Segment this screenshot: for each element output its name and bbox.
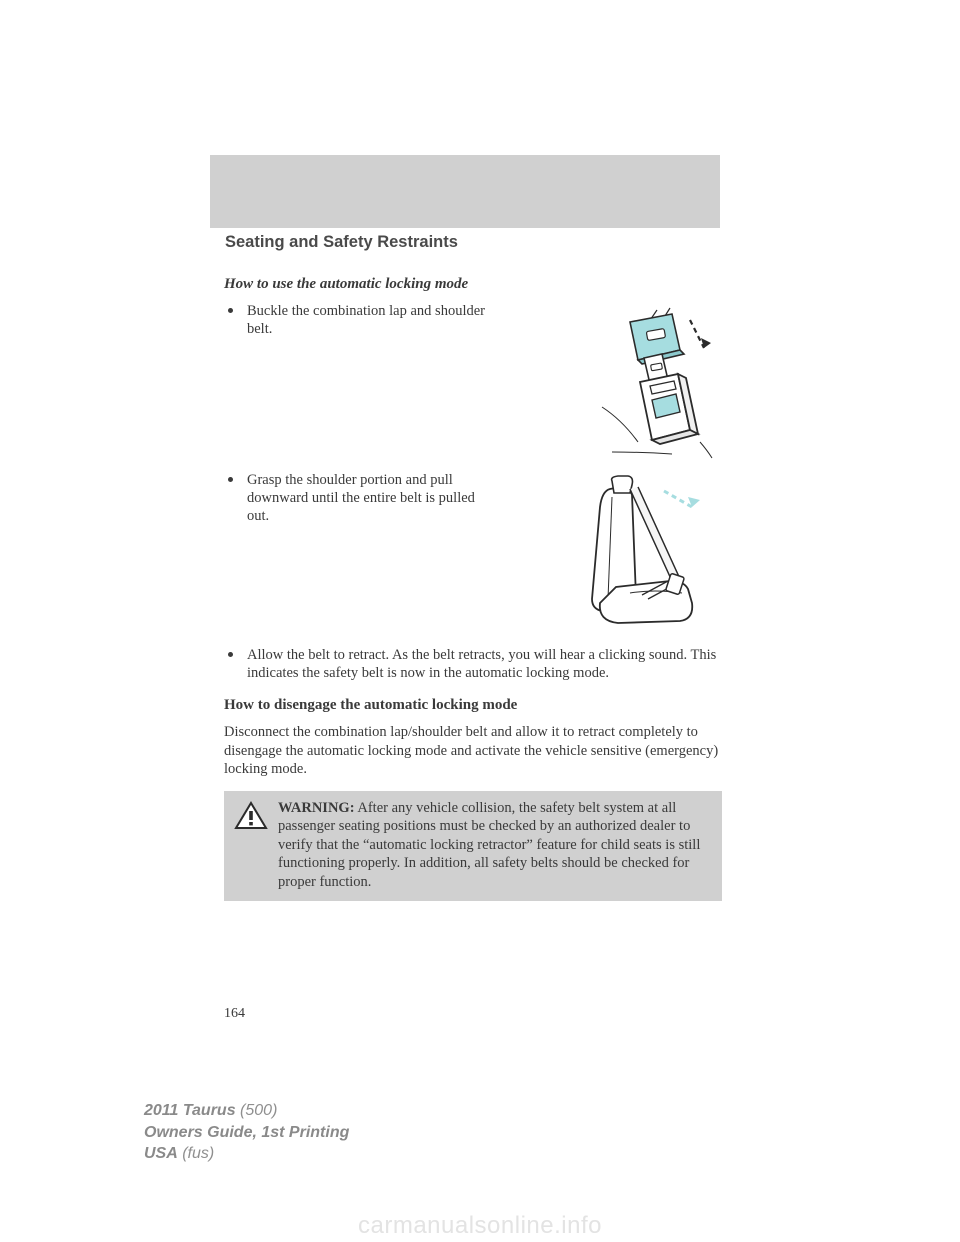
bullet-text: Allow the belt to retract. As the belt r… (233, 646, 718, 682)
footer-model: 2011 Taurus (144, 1102, 236, 1119)
bullet-row-2: Grasp the shoulder portion and pull down… (224, 471, 722, 636)
bullet-text: Buckle the combination lap and shoulder … (233, 302, 493, 338)
footer-region: USA (144, 1145, 178, 1162)
page-content: How to use the automatic locking mode Bu… (224, 265, 722, 901)
header-gray-block (210, 155, 720, 228)
seat-pull-illustration (572, 471, 722, 636)
bullet-row-1: Buckle the combination lap and shoulder … (224, 302, 722, 467)
warning-box: WARNING: After any vehicle collision, th… (224, 791, 722, 902)
subsection-title: How to use the automatic locking mode (224, 275, 722, 294)
page-number: 164 (224, 1006, 245, 1022)
footer-region-code: (fus) (178, 1145, 214, 1162)
footer-guide: Owners Guide, 1st Printing (144, 1124, 349, 1141)
warning-label: WARNING: (278, 800, 355, 816)
footer-line-3: USA (fus) (144, 1143, 349, 1165)
bullet-text: Grasp the shoulder portion and pull down… (233, 471, 493, 525)
footer-line-2: Owners Guide, 1st Printing (144, 1122, 349, 1144)
footer-line-1: 2011 Taurus (500) (144, 1100, 349, 1122)
warning-text: WARNING: After any vehicle collision, th… (278, 799, 712, 892)
disengage-heading: How to disengage the automatic locking m… (224, 696, 722, 715)
footer-block: 2011 Taurus (500) Owners Guide, 1st Prin… (144, 1100, 349, 1165)
buckle-illustration (552, 302, 722, 467)
footer-model-code: (500) (236, 1102, 278, 1119)
section-title: Seating and Safety Restraints (225, 233, 458, 252)
warning-icon (234, 801, 268, 836)
watermark: carmanualsonline.info (0, 1212, 960, 1240)
disengage-body: Disconnect the combination lap/shoulder … (224, 723, 722, 779)
bullet-row-3: Allow the belt to retract. As the belt r… (224, 646, 722, 682)
